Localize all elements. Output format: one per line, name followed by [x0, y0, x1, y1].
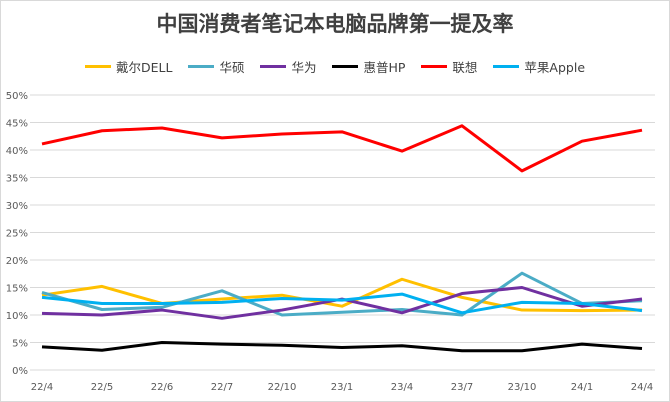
y-tick-label: 30%: [6, 201, 28, 212]
y-tick-label: 35%: [6, 174, 28, 185]
x-tick-label: 22/6: [151, 382, 173, 393]
legend-item: 华为: [260, 57, 316, 76]
y-tick-label: 0%: [12, 366, 28, 377]
x-tick-label: 23/7: [451, 382, 473, 393]
legend-item: 惠普HP: [332, 57, 405, 76]
legend-label: 苹果Apple: [524, 60, 586, 75]
y-tick-label: 40%: [6, 146, 28, 157]
x-tick-label: 23/1: [331, 382, 353, 393]
y-tick-label: 15%: [6, 284, 28, 295]
chart-title: 中国消费者笔记本电脑品牌第一提及率: [156, 12, 514, 36]
legend-item: 华硕: [188, 57, 244, 76]
y-tick-label: 10%: [6, 311, 28, 322]
legend-label: 惠普HP: [363, 60, 406, 75]
legend-label: 华为: [291, 60, 317, 75]
x-tick-label: 24/1: [571, 382, 593, 393]
series-line-1: [41, 271, 643, 317]
legend-swatch: [332, 65, 359, 68]
y-tick-label: 25%: [6, 229, 28, 240]
legend-label: 戴尔DELL: [115, 60, 173, 75]
legend: 戴尔DELL 华硕 华为 惠普HP 联想 苹果Apple: [0, 57, 670, 76]
series-line-5: [41, 292, 643, 315]
series-line-0: [41, 277, 643, 313]
legend-swatch: [188, 65, 215, 68]
x-tick-label: 23/10: [508, 382, 537, 393]
x-tick-label: 24/4: [631, 382, 653, 393]
x-tick-label: 22/5: [91, 382, 113, 393]
legend-swatch: [421, 65, 448, 68]
series-line-3: [41, 341, 643, 353]
legend-label: 联想: [452, 60, 478, 75]
y-tick-label: 50%: [6, 91, 28, 102]
x-tick-label: 22/4: [31, 382, 53, 393]
legend-item: 戴尔DELL: [84, 57, 173, 76]
legend-swatch: [260, 65, 287, 68]
legend-item: 苹果Apple: [493, 57, 585, 76]
legend-item: 联想: [421, 57, 477, 76]
legend-label: 华硕: [219, 60, 245, 75]
legend-swatch: [84, 65, 111, 68]
y-tick-label: 5%: [12, 339, 28, 350]
x-tick-label: 23/4: [391, 382, 413, 393]
x-tick-label: 22/10: [268, 382, 297, 393]
y-tick-label: 45%: [6, 119, 28, 130]
x-tick-label: 22/7: [211, 382, 233, 393]
legend-swatch: [493, 65, 520, 68]
series-line-4: [41, 124, 643, 173]
y-tick-label: 20%: [6, 256, 28, 267]
